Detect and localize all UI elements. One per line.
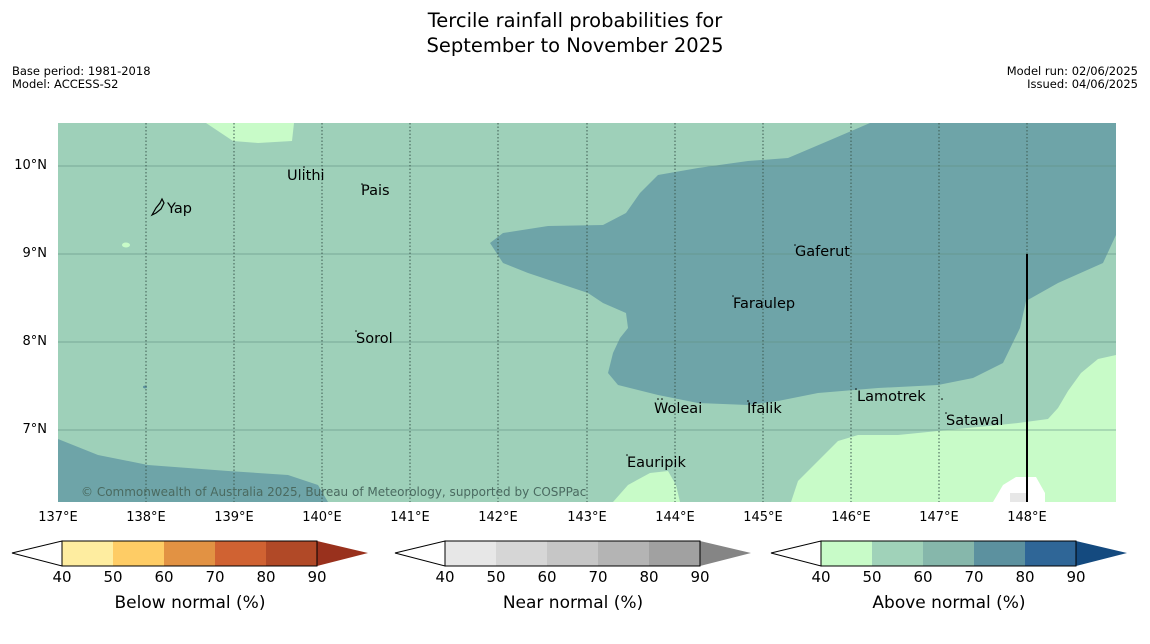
colorbar-below-80-90 [266, 541, 317, 566]
lon-label-147e: 147°E [919, 510, 959, 525]
tick-near-90: 90 [690, 568, 710, 586]
place-label-yap: Yap [166, 201, 192, 217]
map-title: Tercile rainfall probabilities for Septe… [0, 8, 1150, 58]
tick-below-70: 70 [205, 568, 225, 586]
place-label-lamotrek: Lamotrek [857, 389, 926, 405]
colorbar-near-60-70 [547, 541, 598, 566]
place-label-ifalik: Ifalik [747, 401, 782, 417]
colorbar-above-normal [770, 540, 1127, 567]
base-period: Base period: 1981-2018 [12, 64, 151, 78]
lat-label-9n: 9°N [22, 246, 48, 261]
issued-date: Issued: 04/06/2025 [1027, 77, 1138, 91]
zone-above-50-60-south [613, 471, 680, 502]
lon-label-138e: 138°E [126, 510, 166, 525]
colorbar-below-70-80 [215, 541, 266, 566]
lon-label-139e: 139°E [214, 510, 254, 525]
colorbar-above-40-50 [821, 541, 872, 566]
colorbar-near-40-50 [445, 541, 496, 566]
colorbar-above-50-60 [872, 541, 923, 566]
yap-island-outline [150, 197, 165, 217]
copyright-text: © Commonwealth of Australia 2025, Bureau… [81, 485, 586, 499]
zone-above-70-80-southwest [58, 439, 328, 502]
tick-below-90: 90 [307, 568, 327, 586]
tick-below-80: 80 [256, 568, 276, 586]
place-label-sorol: Sorol [356, 331, 393, 347]
lat-label-10n: 10°N [14, 158, 47, 173]
colorbar-above-label: Above normal (%) [872, 593, 1026, 613]
colorbar-below-lower-arrow [11, 540, 63, 567]
model-name: Model: ACCESS-S2 [12, 77, 119, 91]
tick-below-50: 50 [103, 568, 123, 586]
place-label-satawal: Satawal [946, 413, 1003, 429]
lat-label-8n: 8°N [22, 334, 48, 349]
colorbar-near-80-90 [649, 541, 700, 566]
colorbar-below-label: Below normal (%) [114, 593, 266, 613]
colorbar-above-80-90 [1025, 541, 1076, 566]
colorbar-below-upper-arrow [317, 541, 368, 566]
colorbar-below-60-70 [164, 541, 215, 566]
colorbar-near-70-80 [598, 541, 649, 566]
place-label-pais: Pais [361, 183, 390, 199]
tick-near-70: 70 [588, 568, 608, 586]
meta-right: Model run: 02/06/2025 Issued: 04/06/2025 [1007, 65, 1138, 91]
tick-above-80: 80 [1015, 568, 1035, 586]
lon-label-140e: 140°E [302, 510, 342, 525]
zone-near-50-60 [1010, 493, 1028, 502]
place-label-woleai: Woleai [654, 401, 702, 417]
zone-spot [122, 242, 130, 248]
zone-above-70-80-central [490, 123, 1116, 405]
title-line-2: September to November 2025 [426, 34, 724, 57]
place-label-gaferut: Gaferut [795, 244, 850, 260]
colorbar-above-upper-arrow [1076, 541, 1127, 566]
zone-above-50-60-southeast [791, 355, 1116, 502]
tick-above-70: 70 [964, 568, 984, 586]
model-run: Model run: 02/06/2025 [1006, 64, 1138, 78]
lon-label-141e: 141°E [390, 510, 430, 525]
colorbar-above-lower-arrow [770, 540, 822, 567]
colorbar-below-normal [11, 540, 368, 567]
colorbar-below-50-60 [113, 541, 164, 566]
colorbar-below-40-50 [62, 541, 113, 566]
place-label-faraulep: Faraulep [733, 296, 795, 312]
place-label-eauripik: Eauripik [627, 455, 686, 471]
colorbar-above-70-80 [974, 541, 1025, 566]
zone-white-patch [993, 477, 1045, 502]
lon-label-137e: 137°E [38, 510, 78, 525]
tick-above-40: 40 [811, 568, 831, 586]
meta-left: Base period: 1981-2018 Model: ACCESS-S2 [12, 65, 151, 91]
tick-near-40: 40 [435, 568, 455, 586]
colorbar-near-lower-arrow [394, 540, 446, 567]
island-markers [303, 166, 947, 456]
colorbar-near-upper-arrow [700, 541, 751, 566]
lon-label-144e: 144°E [655, 510, 695, 525]
probability-map: Ulithi Pais Yap Gaferut Faraulep Sorol L… [58, 123, 1116, 502]
zone-above-50-60-north [206, 123, 294, 143]
lon-label-148e: 148°E [1007, 510, 1047, 525]
lat-label-7n: 7°N [22, 422, 48, 437]
lon-label-146e: 146°E [831, 510, 871, 525]
tick-near-50: 50 [486, 568, 506, 586]
lon-label-143e: 143°E [567, 510, 607, 525]
tick-near-80: 80 [639, 568, 659, 586]
tick-above-60: 60 [913, 568, 933, 586]
tick-above-90: 90 [1066, 568, 1086, 586]
lon-label-142e: 142°E [478, 510, 518, 525]
colorbar-near-label: Near normal (%) [502, 593, 644, 613]
title-line-1: Tercile rainfall probabilities for [427, 9, 723, 32]
lon-label-145e: 145°E [743, 510, 783, 525]
colorbar-near-50-60 [496, 541, 547, 566]
tick-below-60: 60 [154, 568, 174, 586]
tick-below-40: 40 [52, 568, 72, 586]
colorbar-above-60-70 [923, 541, 974, 566]
place-label-ulithi: Ulithi [287, 168, 325, 184]
tick-near-60: 60 [537, 568, 557, 586]
tick-above-50: 50 [862, 568, 882, 586]
map-panel: Ulithi Pais Yap Gaferut Faraulep Sorol L… [58, 123, 1116, 502]
colorbar-near-normal [394, 540, 751, 567]
